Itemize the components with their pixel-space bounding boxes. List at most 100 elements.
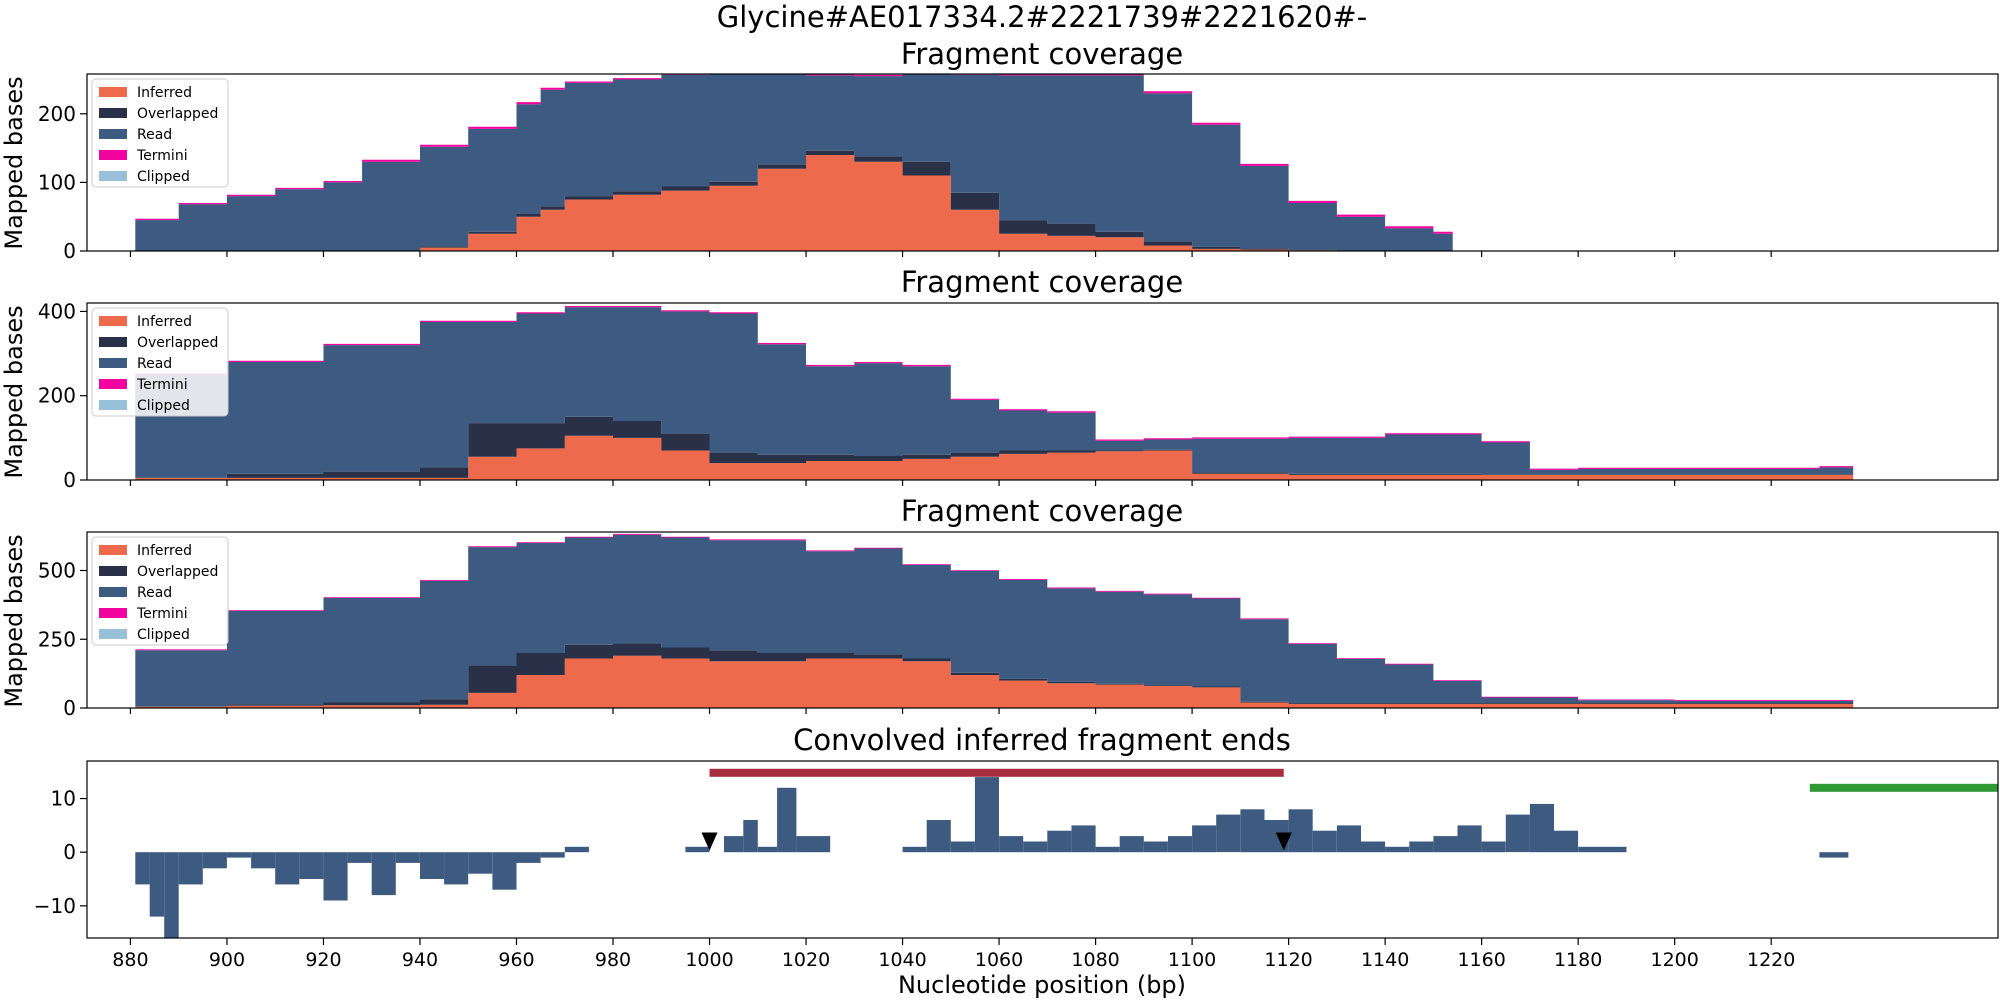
convolved-bar	[1071, 825, 1096, 853]
series-inferred-area	[135, 655, 1854, 708]
series-overlapped-area	[135, 416, 1854, 478]
legend-label-read: Read	[137, 356, 172, 372]
series-overlapped-area	[135, 643, 1854, 707]
legend-label-clipped: Clipped	[137, 627, 190, 643]
convolved-bar	[1312, 830, 1337, 853]
convolved-bar	[149, 852, 165, 917]
x-axis-label: Nucleotide position (bp)	[898, 971, 1186, 999]
convolved-bar	[1119, 836, 1144, 853]
panel-1: Fragment coverage Mapped bases Inferred O…	[0, 37, 1999, 263]
x-tick-label: 1020	[782, 949, 830, 971]
x-tick-label: 880	[112, 949, 148, 971]
convolved-bar	[564, 846, 589, 853]
x-tick-label: 940	[402, 949, 438, 971]
panel-3-plot: Inferred Overlapped Read Termini Clipped 0 250…	[38, 531, 1999, 720]
axes-frame	[86, 73, 1999, 252]
legend-label-read: Read	[137, 585, 172, 601]
convolved-bar	[724, 836, 744, 853]
y-tick-label: 100	[38, 170, 76, 194]
convolved-bar	[1192, 825, 1217, 853]
x-tick-label: 980	[595, 949, 631, 971]
y-tick-label: 500	[38, 559, 76, 583]
legend-swatch-read	[99, 587, 127, 597]
legend-label-termini: Termini	[136, 148, 188, 164]
convolved-bar	[468, 852, 493, 874]
legend-label-overlapped: Overlapped	[137, 335, 218, 351]
y-tick-label: 0	[63, 239, 76, 263]
x-tick-label: 1200	[1650, 949, 1698, 971]
convolved-bar	[1529, 803, 1554, 853]
legend-label-read: Read	[137, 127, 172, 143]
convolved-bar	[323, 852, 348, 901]
x-tick-label: 900	[209, 949, 245, 971]
panel-2-plot: Inferred Overlapped Read Termini Clipped 0 200…	[38, 299, 1999, 492]
convolved-bar	[1143, 841, 1168, 853]
panel-3-title: Fragment coverage	[901, 494, 1183, 528]
y-tick-label: 400	[38, 299, 76, 323]
series-inferred-area	[135, 435, 1854, 480]
convolved-bar	[1481, 841, 1506, 853]
convolved-bar	[1240, 809, 1265, 853]
convolved-bar	[999, 836, 1024, 853]
convolved-bar	[420, 852, 445, 879]
convolved-bar	[135, 852, 150, 885]
legend-swatch-termini	[99, 608, 127, 618]
legend-swatch-overlapped	[99, 108, 127, 118]
convolved-bar	[1168, 836, 1193, 853]
triangle-marker-2	[1275, 832, 1292, 851]
convolved-bar	[1361, 841, 1386, 853]
plot-area-1	[135, 74, 1453, 251]
y-tick-label: 10	[51, 787, 76, 811]
y-tick-label: −10	[34, 894, 76, 918]
x-tick-label: 960	[498, 949, 534, 971]
convolved-bar	[299, 852, 324, 879]
triangle-marker-1	[701, 832, 718, 851]
panel-2-ylabel: Mapped bases	[0, 305, 28, 478]
panel-2-title: Fragment coverage	[901, 265, 1183, 299]
convolved-bar	[395, 852, 420, 863]
legend-swatch-clipped	[99, 171, 127, 181]
x-tick-label: 1120	[1264, 949, 1312, 971]
axes-frame	[86, 302, 1999, 481]
legend-swatch-overlapped	[99, 337, 127, 347]
y-tick-label: 0	[63, 696, 76, 720]
legend: Inferred Overlapped Read Termini Clipped	[91, 307, 229, 417]
convolved-bar	[1023, 841, 1048, 853]
y-tick-label: 0	[63, 840, 76, 864]
y-tick-label: 200	[38, 102, 76, 126]
convolved-bar	[757, 846, 778, 853]
convolved-bar	[444, 852, 469, 885]
convolved-bar	[1578, 846, 1627, 853]
panel-4-plot: 880 900 920 940 960 980 1000 1020 1040 1060 1080 11…	[34, 760, 1999, 971]
legend-label-termini: Termini	[136, 606, 188, 622]
panel-3: Fragment coverage Mapped bases Inferred O…	[0, 494, 1999, 720]
convolved-bar	[540, 852, 565, 858]
convolved-bar	[164, 852, 179, 938]
series-read-area	[135, 534, 1854, 707]
legend-label-clipped: Clipped	[137, 398, 190, 414]
convolved-bar	[926, 820, 951, 853]
plot-area-4	[135, 768, 1998, 938]
convolved-bar	[950, 841, 975, 853]
x-tick-label: 1080	[1071, 949, 1119, 971]
legend-swatch-termini	[99, 379, 127, 389]
legend-swatch-clipped	[99, 400, 127, 410]
convolved-bar	[777, 787, 797, 853]
axes-frame	[86, 760, 1999, 939]
legend-swatch-inferred	[99, 545, 127, 555]
feature-bar-2	[1809, 783, 1998, 792]
x-tick-label: 1040	[878, 949, 926, 971]
convolved-bar	[1505, 814, 1530, 853]
convolved-bar	[275, 852, 300, 885]
legend-swatch-read	[99, 129, 127, 139]
x-tick-label: 1140	[1361, 949, 1409, 971]
panel-1-plot: Inferred Overlapped Read Termini Clipped 0 100…	[38, 73, 1999, 263]
convolved-bar	[685, 846, 710, 853]
convolved-bar	[492, 852, 517, 890]
convolved-bar	[974, 777, 999, 853]
convolved-bar	[178, 852, 203, 885]
x-tick-label: 1000	[685, 949, 733, 971]
convolved-bar	[226, 852, 251, 858]
convolved-bar	[1433, 836, 1458, 853]
